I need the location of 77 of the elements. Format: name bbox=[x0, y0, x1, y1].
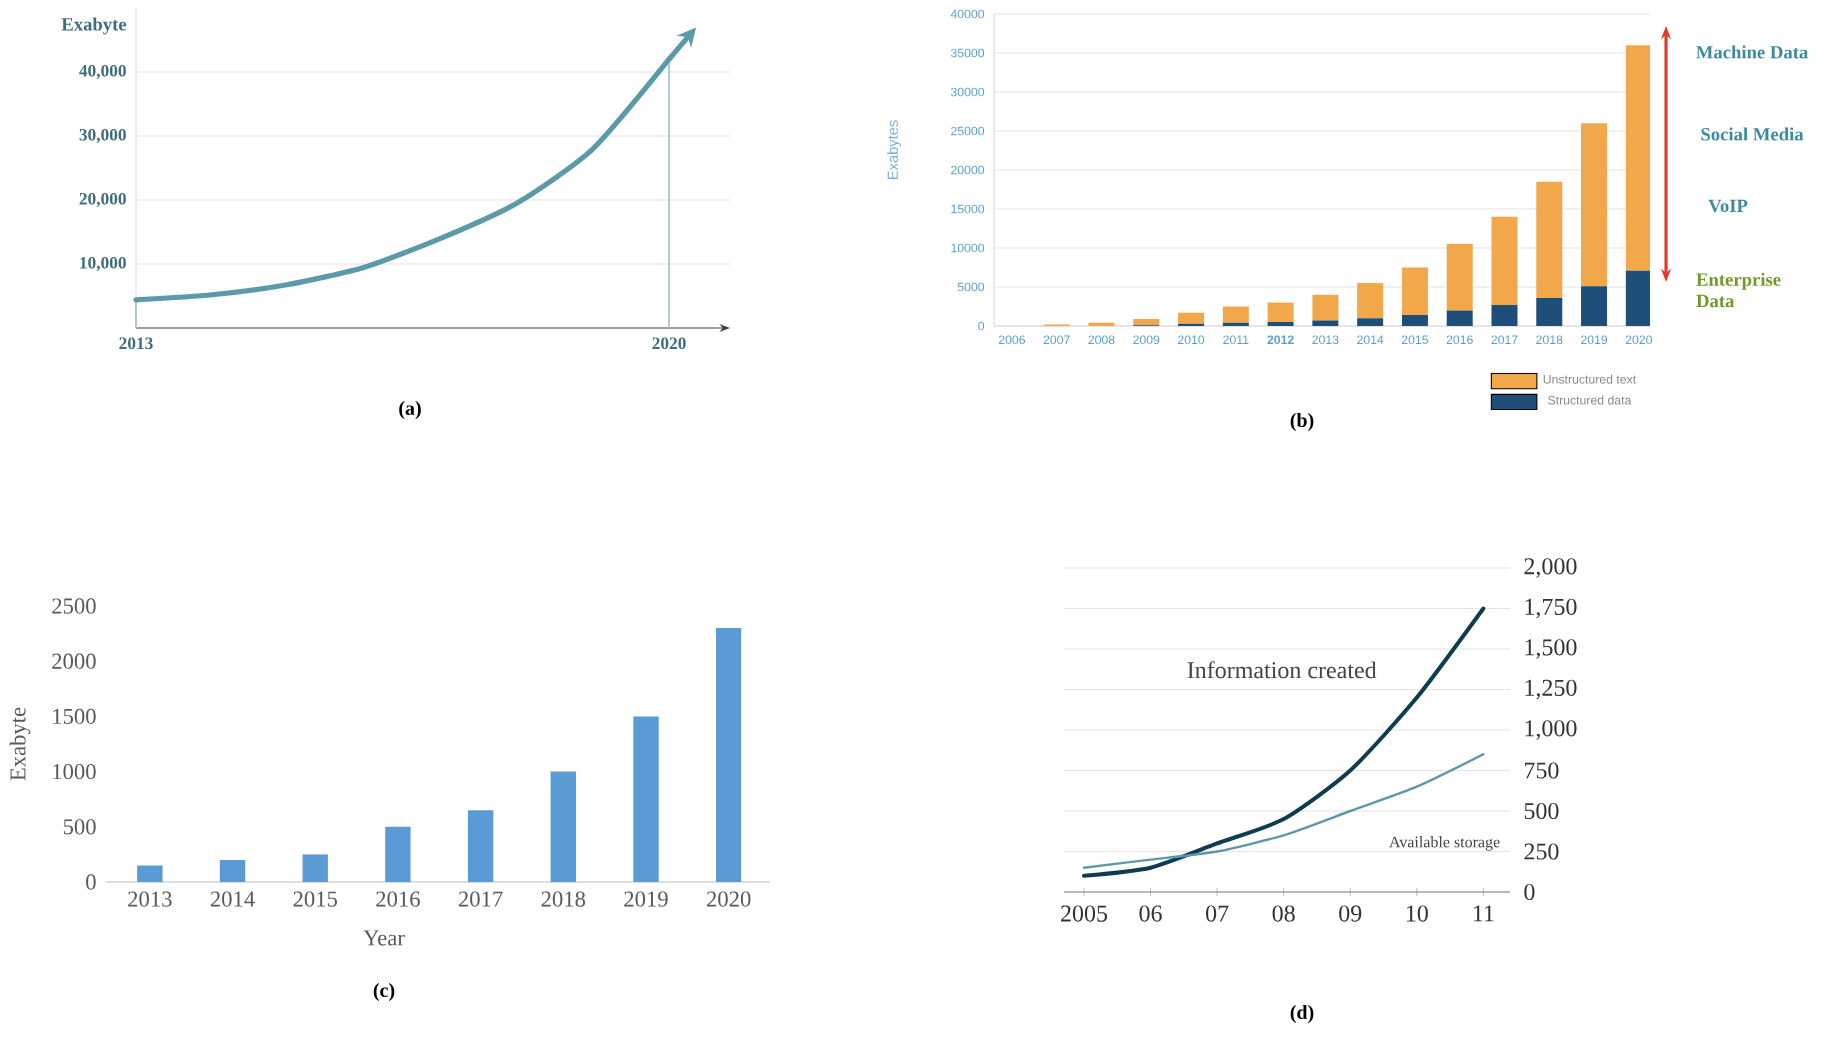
bar bbox=[302, 854, 328, 882]
bar bbox=[1312, 294, 1339, 321]
bar bbox=[1357, 318, 1384, 326]
text: (c) bbox=[373, 982, 395, 1002]
x-tick-label: 2018 bbox=[541, 891, 586, 907]
bar bbox=[137, 865, 163, 882]
bar bbox=[1178, 312, 1205, 324]
bar bbox=[1491, 304, 1518, 326]
y-axis-title: Exabyte bbox=[61, 17, 127, 35]
x-tick-label: 11 bbox=[1473, 905, 1494, 922]
x-tick-label: 08 bbox=[1272, 905, 1295, 922]
y-tick-label: 1,500 bbox=[1525, 639, 1577, 659]
x-tick-label: 2015 bbox=[293, 891, 337, 907]
x-tick-label: 07 bbox=[1206, 905, 1229, 922]
y-tick-label: 1000 bbox=[53, 763, 96, 780]
x-tick-label: 2013 bbox=[119, 337, 153, 350]
bar bbox=[1222, 306, 1249, 323]
x-tick-label: 2013 bbox=[128, 891, 172, 907]
bar bbox=[1267, 302, 1294, 323]
bar bbox=[1133, 318, 1160, 326]
y-tick-label: 2000 bbox=[52, 653, 96, 669]
text: Available storage bbox=[1389, 836, 1500, 851]
y-tick-label: 30,000 bbox=[79, 128, 126, 144]
series-label: Information created bbox=[1187, 661, 1377, 679]
bar bbox=[1491, 216, 1518, 305]
x-tick-label: 2016 bbox=[376, 891, 420, 907]
bar bbox=[467, 810, 494, 882]
x-tick-label: 2017 bbox=[458, 891, 503, 907]
text: (a) bbox=[399, 400, 421, 420]
x-tick-label: 06 bbox=[1139, 905, 1162, 922]
bar bbox=[715, 628, 742, 882]
text: (d) bbox=[1290, 1004, 1314, 1024]
text: Enterprise Data bbox=[1696, 272, 1781, 308]
bar bbox=[550, 771, 576, 882]
y-tick-label: 500 bbox=[1524, 802, 1559, 820]
bar bbox=[1446, 244, 1473, 311]
y-tick-label: 500 bbox=[63, 819, 96, 835]
text: (b) bbox=[1290, 412, 1314, 432]
y-tick-label: 2500 bbox=[52, 598, 96, 614]
text: VoIP bbox=[1708, 199, 1748, 213]
x-axis-title: Year bbox=[363, 930, 405, 946]
y-tick-label: 0 bbox=[86, 874, 96, 890]
y-tick-label: 1,750 bbox=[1525, 598, 1577, 619]
x-tick-label: 2019 bbox=[624, 891, 668, 907]
x-tick-label: 2005 bbox=[1061, 905, 1108, 922]
bar bbox=[1357, 283, 1384, 319]
y-tick-label: 40,000 bbox=[79, 64, 126, 80]
bar bbox=[1401, 315, 1428, 326]
x-tick-label: 2020 bbox=[707, 891, 751, 907]
bar bbox=[633, 716, 659, 882]
bar bbox=[1625, 45, 1651, 271]
bar bbox=[1536, 181, 1563, 298]
bar bbox=[1625, 270, 1651, 326]
y-tick-label: 20,000 bbox=[79, 192, 126, 208]
bar bbox=[385, 826, 411, 882]
bar bbox=[1581, 123, 1608, 287]
text: Machine Data bbox=[1696, 45, 1808, 59]
x-tick-label: 10 bbox=[1406, 905, 1428, 922]
x-tick-label: 09 bbox=[1339, 905, 1362, 922]
bar bbox=[1536, 297, 1563, 326]
y-tick-label: 2,000 bbox=[1524, 558, 1577, 578]
bar bbox=[219, 859, 246, 882]
y-tick-label: 0 bbox=[1524, 883, 1535, 901]
bar bbox=[1312, 320, 1339, 326]
x-tick-label: 2020 bbox=[652, 337, 686, 350]
text: Social Media bbox=[1701, 127, 1804, 141]
x-tick-label: 2014 bbox=[210, 891, 255, 907]
y-tick-label: 750 bbox=[1525, 762, 1559, 779]
bar bbox=[1401, 267, 1428, 316]
y-tick-label: 1,250 bbox=[1525, 679, 1577, 700]
y-tick-label: 1500 bbox=[53, 708, 96, 725]
bar bbox=[1446, 310, 1473, 326]
y-tick-label: 250 bbox=[1524, 843, 1559, 860]
y-axis-title: Exabyte bbox=[9, 707, 31, 781]
bar bbox=[1581, 286, 1608, 326]
y-tick-label: 10,000 bbox=[80, 256, 126, 272]
y-tick-label: 1,000 bbox=[1525, 720, 1577, 740]
